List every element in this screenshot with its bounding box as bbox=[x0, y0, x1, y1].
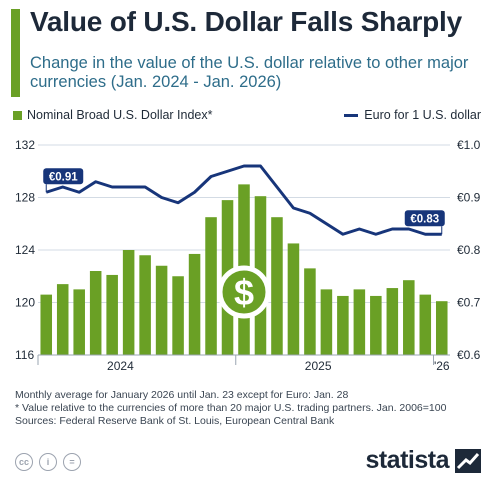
bar bbox=[386, 288, 399, 355]
chart-subtitle: Change in the value of the U.S. dollar r… bbox=[30, 54, 469, 91]
bar bbox=[106, 274, 118, 355]
dollar-sign-icon bbox=[217, 265, 271, 319]
cc-icon[interactable]: cc bbox=[15, 453, 33, 471]
y-tick-label-right: €0.9 bbox=[457, 191, 481, 205]
x-tick-label: '26 bbox=[434, 359, 450, 373]
bar bbox=[172, 276, 184, 355]
bar bbox=[188, 253, 201, 355]
annotation-label: €0.91 bbox=[49, 171, 78, 183]
y-tick-label-left: 116 bbox=[15, 348, 34, 362]
y-tick-label-right: €0.7 bbox=[457, 296, 481, 310]
y-tick-label-left: 132 bbox=[15, 138, 35, 152]
brand-name: statista bbox=[365, 446, 449, 474]
legend-bars-swatch bbox=[13, 111, 22, 121]
bar bbox=[40, 294, 53, 355]
bar bbox=[73, 289, 85, 355]
license-icons: cc i = bbox=[15, 453, 81, 471]
y-tick-label-left: 128 bbox=[15, 191, 35, 205]
legend-bars-label: Nominal Broad U.S. Dollar Index* bbox=[27, 108, 213, 122]
dollar-sign-glyph: $ bbox=[234, 272, 254, 313]
euro-line bbox=[45, 164, 442, 236]
by-icon[interactable]: i bbox=[39, 453, 57, 471]
bar bbox=[320, 289, 333, 355]
bar bbox=[370, 295, 382, 355]
annotation-badge bbox=[404, 210, 445, 227]
bar bbox=[403, 280, 415, 355]
footnote-monthly: Monthly average for January 2026 until J… bbox=[15, 389, 349, 401]
bar bbox=[287, 243, 300, 355]
chart-title: Value of U.S. Dollar Falls Sharply bbox=[30, 6, 462, 37]
x-tick-label: 2025 bbox=[305, 359, 332, 373]
bar bbox=[139, 255, 151, 355]
legend-line-label: Euro for 1 U.S. dollar bbox=[364, 108, 481, 122]
bar bbox=[122, 250, 135, 355]
x-tick-label: 2024 bbox=[107, 359, 134, 373]
y-tick-label-right: €1.0 bbox=[457, 138, 481, 152]
y-tick-label-left: 120 bbox=[15, 296, 35, 310]
legend-line-swatch bbox=[344, 114, 359, 118]
y-tick-label-right: €0.6 bbox=[457, 348, 481, 362]
bar bbox=[435, 301, 448, 355]
footnotes: Monthly average for January 2026 until J… bbox=[15, 389, 446, 428]
statista-mark-icon bbox=[455, 448, 481, 473]
chart-area: 132 €1.0 128 €0.9 124 €0.8 120 €0.7 116 €0.6 $ €0.9… bbox=[15, 138, 481, 373]
footnote-index: * Value relative to the currencies of mo… bbox=[15, 402, 447, 414]
statista-logo[interactable]: statista bbox=[365, 446, 481, 475]
annotation-label: €0.83 bbox=[410, 213, 439, 225]
y-tick-label-left: 124 bbox=[15, 243, 35, 257]
bar bbox=[271, 217, 283, 355]
bar bbox=[89, 271, 102, 355]
bar bbox=[155, 265, 168, 355]
annotation-badge bbox=[43, 168, 84, 185]
sources: Sources: Federal Reserve Bank of St. Lou… bbox=[15, 415, 335, 427]
legend-bars: Nominal Broad U.S. Dollar Index* bbox=[13, 108, 213, 122]
y-tick-label-right: €0.8 bbox=[457, 243, 481, 257]
bar bbox=[56, 284, 69, 355]
bar bbox=[205, 217, 217, 355]
nd-icon[interactable]: = bbox=[63, 453, 81, 471]
bar bbox=[353, 289, 366, 355]
bar bbox=[304, 268, 316, 355]
bar bbox=[419, 294, 432, 355]
bar bbox=[337, 295, 349, 355]
title-accent-bar bbox=[11, 9, 20, 97]
legend-line: Euro for 1 U.S. dollar bbox=[344, 108, 481, 122]
